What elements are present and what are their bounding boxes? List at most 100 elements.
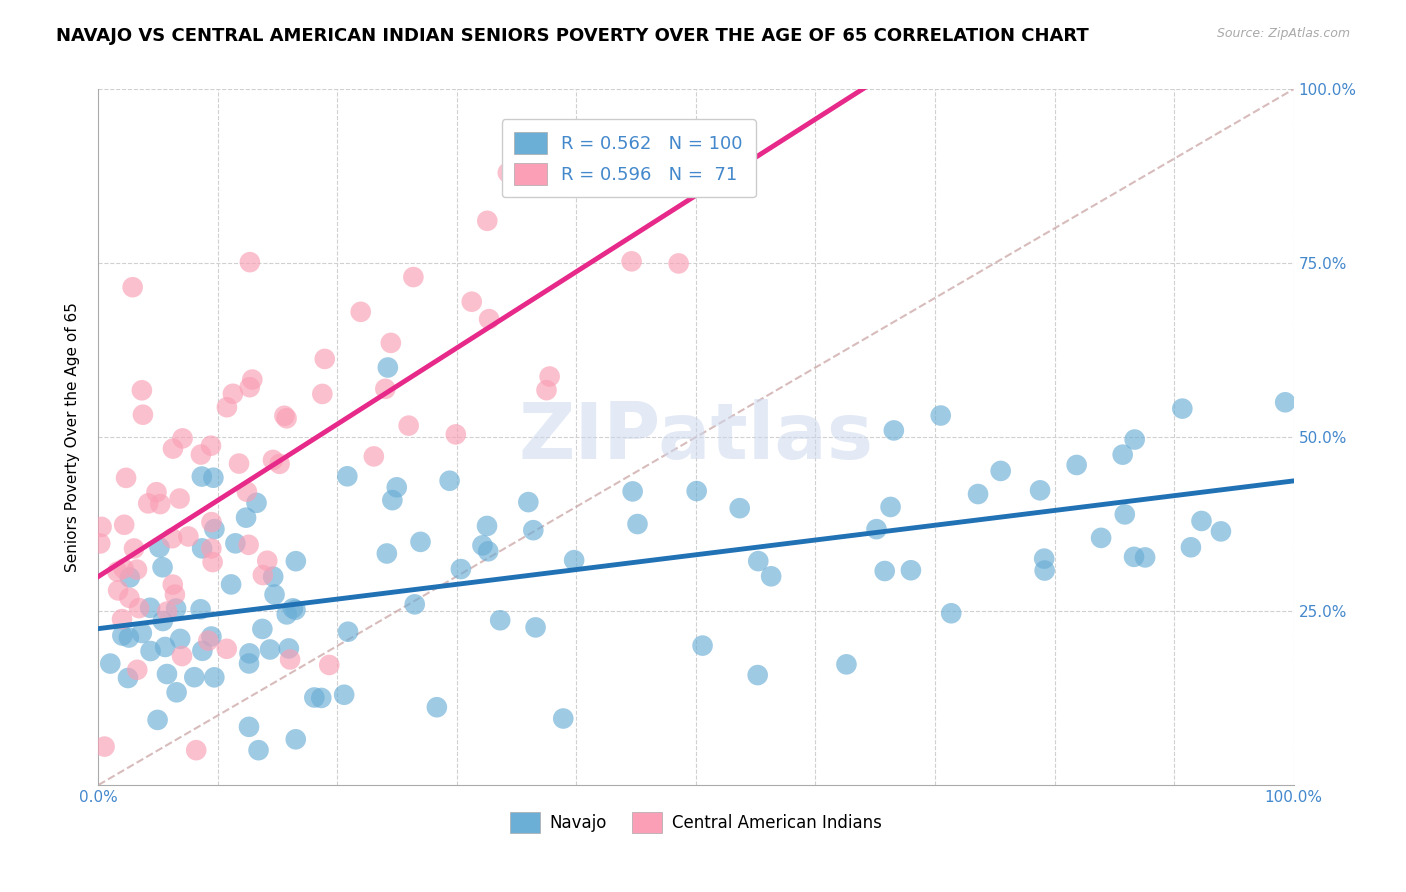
Point bbox=[235, 510, 257, 524]
Point bbox=[879, 500, 901, 514]
Point bbox=[118, 591, 141, 605]
Point bbox=[350, 305, 373, 319]
Point bbox=[284, 554, 307, 568]
Point bbox=[471, 538, 494, 552]
Point bbox=[190, 602, 212, 616]
Point bbox=[496, 166, 519, 180]
Point bbox=[262, 453, 284, 467]
Point bbox=[967, 487, 990, 501]
Point bbox=[146, 713, 169, 727]
Point bbox=[191, 541, 214, 556]
Point bbox=[238, 657, 260, 671]
Point bbox=[177, 529, 200, 543]
Point bbox=[247, 743, 270, 757]
Point bbox=[284, 603, 307, 617]
Point bbox=[89, 536, 111, 550]
Point bbox=[685, 483, 707, 498]
Point bbox=[202, 471, 225, 485]
Point bbox=[191, 644, 214, 658]
Point bbox=[165, 601, 187, 615]
Point bbox=[439, 474, 461, 488]
Point bbox=[156, 667, 179, 681]
Point bbox=[136, 496, 159, 510]
Point bbox=[426, 700, 449, 714]
Point bbox=[132, 408, 155, 422]
Point bbox=[112, 517, 135, 532]
Point bbox=[1033, 551, 1056, 566]
Point bbox=[105, 565, 128, 579]
Point bbox=[404, 598, 426, 612]
Point bbox=[900, 563, 922, 577]
Point bbox=[236, 484, 259, 499]
Point bbox=[311, 387, 333, 401]
Point bbox=[166, 685, 188, 699]
Point bbox=[111, 612, 134, 626]
Point bbox=[172, 431, 194, 445]
Point bbox=[125, 562, 148, 576]
Point bbox=[149, 497, 172, 511]
Text: Source: ZipAtlas.com: Source: ZipAtlas.com bbox=[1216, 27, 1350, 40]
Point bbox=[1191, 514, 1213, 528]
Point bbox=[941, 607, 963, 621]
Point bbox=[276, 607, 298, 622]
Point bbox=[256, 554, 278, 568]
Point bbox=[93, 739, 115, 754]
Point bbox=[239, 380, 262, 394]
Point bbox=[621, 484, 644, 499]
Point bbox=[929, 409, 952, 423]
Point bbox=[224, 536, 246, 550]
Point bbox=[477, 544, 499, 558]
Point bbox=[314, 351, 336, 366]
Point bbox=[402, 270, 425, 285]
Point bbox=[337, 624, 360, 639]
Point bbox=[538, 369, 561, 384]
Point bbox=[238, 538, 260, 552]
Point bbox=[245, 496, 267, 510]
Point bbox=[444, 427, 467, 442]
Point bbox=[90, 520, 112, 534]
Point bbox=[152, 614, 174, 628]
Point bbox=[276, 411, 298, 425]
Point bbox=[1209, 524, 1232, 539]
Point bbox=[262, 569, 284, 583]
Point bbox=[122, 541, 145, 556]
Point bbox=[1029, 483, 1052, 498]
Point bbox=[118, 570, 141, 584]
Point bbox=[1123, 549, 1146, 564]
Point bbox=[169, 491, 191, 506]
Point bbox=[139, 644, 162, 658]
Point bbox=[183, 670, 205, 684]
Point bbox=[215, 641, 238, 656]
Point bbox=[865, 522, 887, 536]
Point bbox=[252, 622, 274, 636]
Point bbox=[111, 629, 134, 643]
Point bbox=[380, 335, 402, 350]
Point bbox=[263, 588, 285, 602]
Point bbox=[517, 495, 540, 509]
Point bbox=[152, 560, 174, 574]
Point bbox=[240, 373, 263, 387]
Point bbox=[259, 642, 281, 657]
Point bbox=[201, 555, 224, 569]
Point bbox=[333, 688, 356, 702]
Point bbox=[127, 663, 149, 677]
Point bbox=[186, 743, 208, 757]
Point bbox=[536, 383, 558, 397]
Point bbox=[284, 732, 307, 747]
Point bbox=[200, 541, 222, 556]
Point bbox=[170, 648, 193, 663]
Point bbox=[1180, 541, 1202, 555]
Point bbox=[191, 469, 214, 483]
Point bbox=[219, 577, 242, 591]
Point bbox=[215, 401, 238, 415]
Point bbox=[990, 464, 1012, 478]
Point bbox=[381, 493, 404, 508]
Y-axis label: Seniors Poverty Over the Age of 65: Seniors Poverty Over the Age of 65 bbox=[65, 302, 80, 572]
Point bbox=[200, 439, 222, 453]
Point bbox=[169, 632, 191, 646]
Point bbox=[112, 562, 135, 576]
Text: NAVAJO VS CENTRAL AMERICAN INDIAN SENIORS POVERTY OVER THE AGE OF 65 CORRELATION: NAVAJO VS CENTRAL AMERICAN INDIAN SENIOR… bbox=[56, 27, 1090, 45]
Point bbox=[222, 386, 245, 401]
Point bbox=[117, 671, 139, 685]
Point bbox=[385, 480, 408, 494]
